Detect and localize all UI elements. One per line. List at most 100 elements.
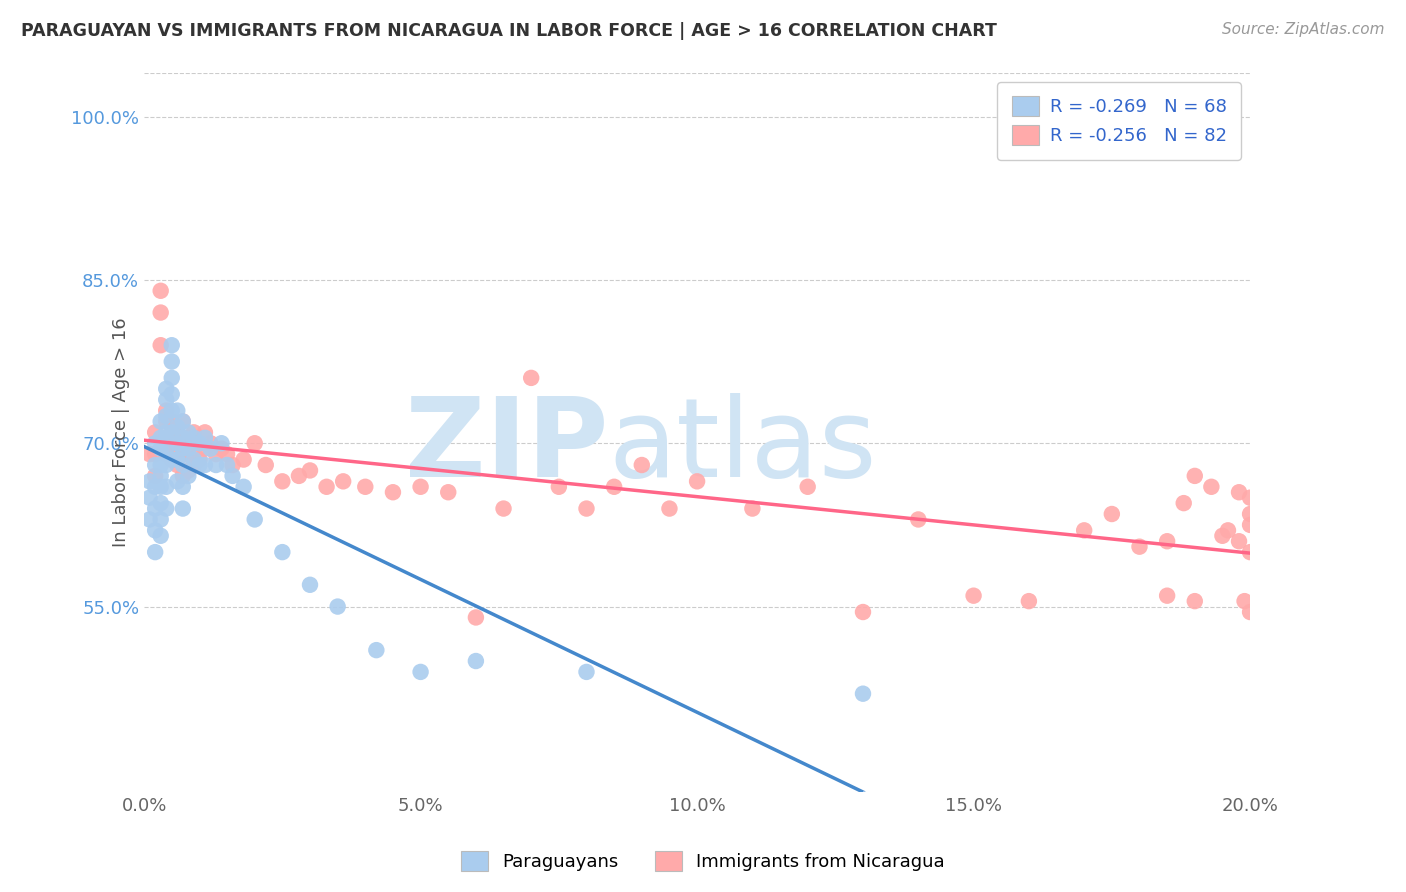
Point bbox=[177, 425, 200, 440]
Point bbox=[1156, 534, 1178, 549]
Point bbox=[183, 431, 205, 445]
Point bbox=[547, 480, 569, 494]
Point bbox=[149, 512, 172, 526]
Point bbox=[138, 491, 160, 505]
Point bbox=[1201, 480, 1223, 494]
Point bbox=[166, 436, 188, 450]
Point bbox=[1239, 605, 1261, 619]
Point bbox=[332, 475, 354, 489]
Point bbox=[177, 463, 200, 477]
Point bbox=[160, 452, 183, 467]
Point bbox=[172, 431, 194, 445]
Point bbox=[215, 458, 238, 472]
Point bbox=[177, 469, 200, 483]
Point bbox=[658, 501, 681, 516]
Point bbox=[177, 447, 200, 461]
Point bbox=[143, 447, 166, 461]
Point bbox=[188, 436, 211, 450]
Point bbox=[221, 469, 243, 483]
Point bbox=[232, 480, 254, 494]
Point bbox=[160, 354, 183, 368]
Point bbox=[211, 436, 233, 450]
Point bbox=[630, 458, 652, 472]
Point bbox=[1216, 524, 1239, 538]
Point bbox=[271, 475, 294, 489]
Point bbox=[166, 458, 188, 472]
Point bbox=[194, 431, 217, 445]
Legend: Paraguayans, Immigrants from Nicaragua: Paraguayans, Immigrants from Nicaragua bbox=[454, 844, 952, 879]
Point bbox=[205, 458, 228, 472]
Point bbox=[575, 665, 598, 679]
Point bbox=[243, 512, 266, 526]
Point bbox=[166, 425, 188, 440]
Point bbox=[298, 578, 321, 592]
Point bbox=[1018, 594, 1040, 608]
Point bbox=[1073, 524, 1095, 538]
Point bbox=[907, 512, 929, 526]
Point bbox=[232, 452, 254, 467]
Point bbox=[741, 501, 763, 516]
Point bbox=[215, 447, 238, 461]
Point bbox=[172, 501, 194, 516]
Point bbox=[464, 654, 486, 668]
Point bbox=[1211, 529, 1233, 543]
Point bbox=[172, 414, 194, 428]
Point bbox=[575, 501, 598, 516]
Point bbox=[155, 382, 177, 396]
Legend: R = -0.269   N = 68, R = -0.256   N = 82: R = -0.269 N = 68, R = -0.256 N = 82 bbox=[997, 82, 1241, 160]
Point bbox=[437, 485, 460, 500]
Point bbox=[149, 442, 172, 456]
Point bbox=[254, 458, 277, 472]
Text: PARAGUAYAN VS IMMIGRANTS FROM NICARAGUA IN LABOR FORCE | AGE > 16 CORRELATION CH: PARAGUAYAN VS IMMIGRANTS FROM NICARAGUA … bbox=[21, 22, 997, 40]
Point bbox=[354, 480, 377, 494]
Point bbox=[1101, 507, 1123, 521]
Point bbox=[149, 529, 172, 543]
Point bbox=[243, 436, 266, 450]
Point bbox=[143, 524, 166, 538]
Point bbox=[315, 480, 337, 494]
Point bbox=[160, 452, 183, 467]
Point bbox=[200, 442, 222, 456]
Point bbox=[143, 436, 166, 450]
Point bbox=[183, 452, 205, 467]
Point bbox=[366, 643, 388, 657]
Point bbox=[155, 392, 177, 407]
Point bbox=[172, 458, 194, 472]
Y-axis label: In Labor Force | Age > 16: In Labor Force | Age > 16 bbox=[112, 318, 131, 547]
Point bbox=[172, 442, 194, 456]
Point bbox=[172, 447, 194, 461]
Point bbox=[149, 469, 172, 483]
Text: atlas: atlas bbox=[609, 393, 877, 500]
Text: ZIP: ZIP bbox=[405, 393, 609, 500]
Point bbox=[796, 480, 818, 494]
Point bbox=[149, 458, 172, 472]
Point bbox=[852, 687, 875, 701]
Point bbox=[962, 589, 984, 603]
Point bbox=[288, 469, 311, 483]
Point bbox=[160, 414, 183, 428]
Point bbox=[149, 496, 172, 510]
Point bbox=[686, 475, 709, 489]
Point bbox=[1156, 589, 1178, 603]
Point bbox=[1239, 491, 1261, 505]
Point bbox=[1128, 540, 1150, 554]
Point bbox=[1227, 534, 1250, 549]
Point bbox=[149, 414, 172, 428]
Point bbox=[172, 480, 194, 494]
Point bbox=[155, 431, 177, 445]
Point bbox=[1239, 545, 1261, 559]
Point bbox=[1233, 594, 1256, 608]
Point bbox=[221, 458, 243, 472]
Point bbox=[205, 447, 228, 461]
Point bbox=[166, 403, 188, 417]
Point bbox=[603, 480, 626, 494]
Point bbox=[155, 442, 177, 456]
Point bbox=[194, 458, 217, 472]
Point bbox=[852, 605, 875, 619]
Point bbox=[155, 501, 177, 516]
Point bbox=[194, 425, 217, 440]
Point bbox=[138, 512, 160, 526]
Point bbox=[155, 447, 177, 461]
Point bbox=[1239, 507, 1261, 521]
Point bbox=[155, 409, 177, 423]
